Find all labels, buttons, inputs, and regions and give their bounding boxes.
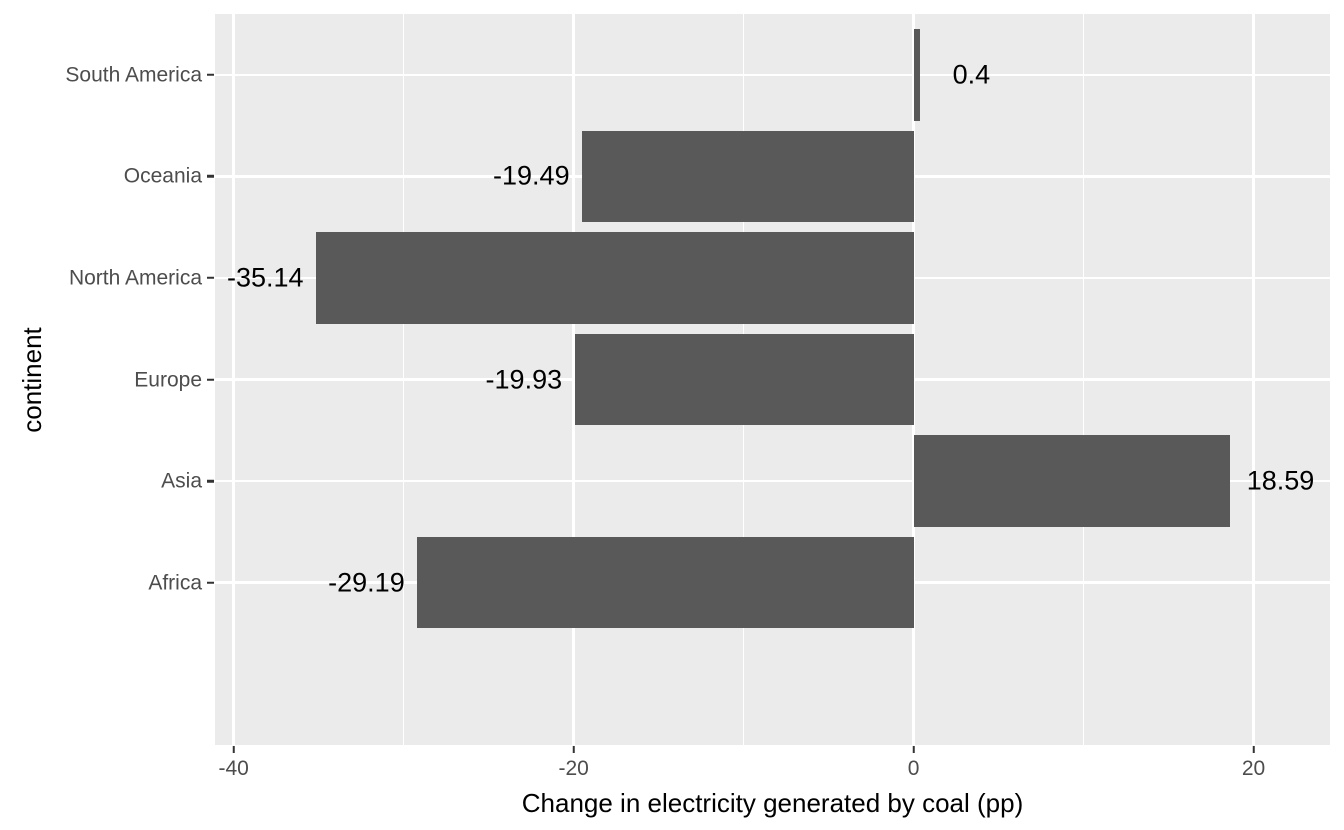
y-tick-mark: [207, 581, 214, 584]
bar-oceania: [582, 130, 914, 223]
y-tick-mark: [207, 276, 214, 280]
y-tick-mark: [207, 378, 214, 381]
y-tick-mark: [207, 175, 214, 178]
x-axis-title: Change in electricity generated by coal …: [521, 788, 1024, 818]
y-tick-label-europe: Europe: [134, 368, 202, 391]
bar-value-label-south-america: 0.4: [952, 59, 991, 90]
y-tick-label-south-america: South America: [65, 63, 202, 87]
x-tick-label-20: 20: [1241, 757, 1266, 780]
x-tick-label--40: -40: [218, 757, 249, 780]
x-tick-mark: [232, 746, 235, 753]
y-tick-label-africa: Africa: [148, 571, 202, 595]
bar-value-label-africa: -29.19: [328, 567, 405, 598]
x-tick-mark: [912, 746, 915, 753]
bar-south-america: [913, 29, 921, 121]
plot-panel: 0.4 -19.49 -35.14 -19.93 18.59 -29.19: [215, 14, 1330, 745]
bar-africa: [417, 536, 914, 629]
x-tick-label-0: 0: [907, 757, 920, 780]
bar-value-label-north-america: -35.14: [227, 262, 304, 293]
y-tick-label-asia: Asia: [161, 469, 202, 493]
y-tick-mark: [207, 73, 214, 77]
bar-value-label-europe: -19.93: [485, 364, 563, 394]
bar-north-america: [316, 232, 914, 324]
y-tick-label-north-america: North America: [68, 266, 202, 290]
y-gridline-major: [215, 73, 1330, 77]
y-tick-mark: [207, 479, 214, 483]
x-tick-label--20: -20: [558, 757, 589, 780]
bar-asia: [913, 435, 1230, 527]
bar-value-label-oceania: -19.49: [493, 160, 570, 191]
y-tick-label-oceania: Oceania: [123, 164, 202, 188]
y-gridline-major: [215, 479, 1330, 483]
y-axis-title: continent: [17, 326, 47, 433]
bar-value-label-asia: 18.59: [1246, 465, 1315, 496]
x-tick-mark: [1252, 746, 1255, 753]
bar-europe: [574, 333, 914, 426]
x-tick-mark: [572, 746, 575, 753]
